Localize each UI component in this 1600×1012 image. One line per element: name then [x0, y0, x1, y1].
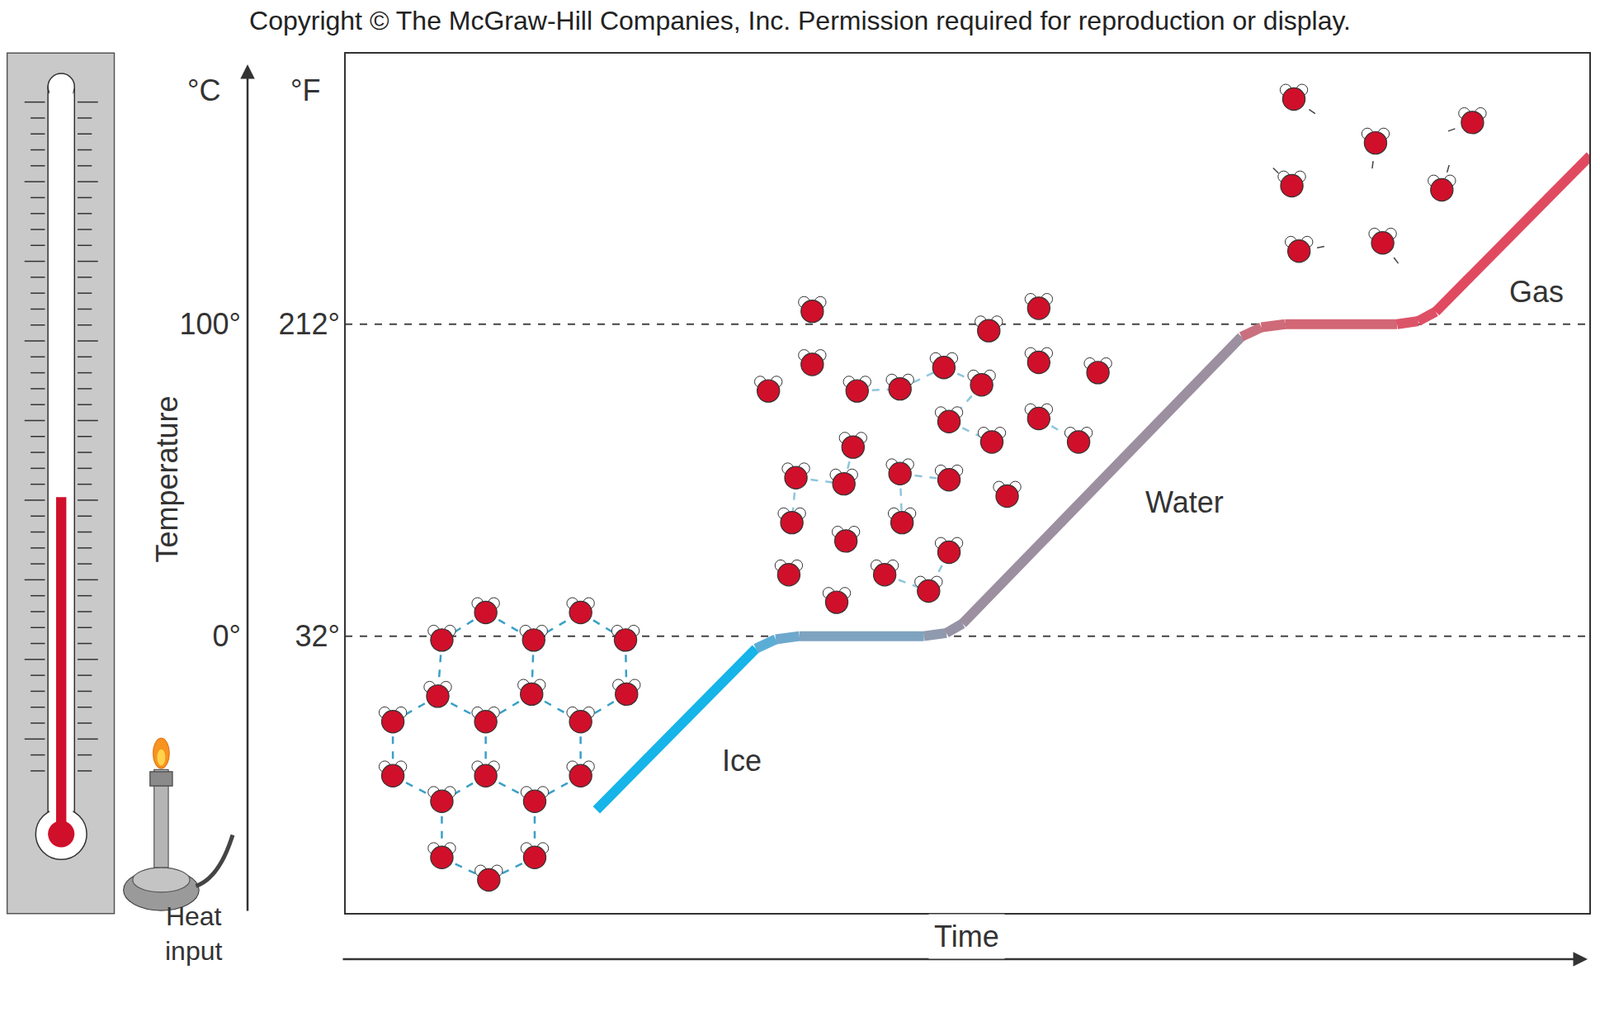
svg-text:32°: 32°: [295, 618, 340, 653]
svg-text:°C: °C: [187, 73, 221, 108]
svg-text:Copyright © The McGraw-Hill Co: Copyright © The McGraw-Hill Companies, I…: [249, 5, 1351, 36]
svg-text:Gas: Gas: [1509, 274, 1564, 309]
svg-text:°F: °F: [290, 73, 321, 108]
svg-text:212°: 212°: [278, 306, 340, 341]
svg-text:0°: 0°: [212, 618, 241, 653]
svg-text:Water: Water: [1145, 485, 1224, 520]
svg-text:Time: Time: [934, 919, 1000, 954]
svg-text:Temperature: Temperature: [150, 395, 185, 562]
svg-text:Heatinput: Heatinput: [165, 901, 223, 966]
svg-text:100°: 100°: [179, 306, 241, 341]
svg-text:Ice: Ice: [722, 743, 762, 778]
